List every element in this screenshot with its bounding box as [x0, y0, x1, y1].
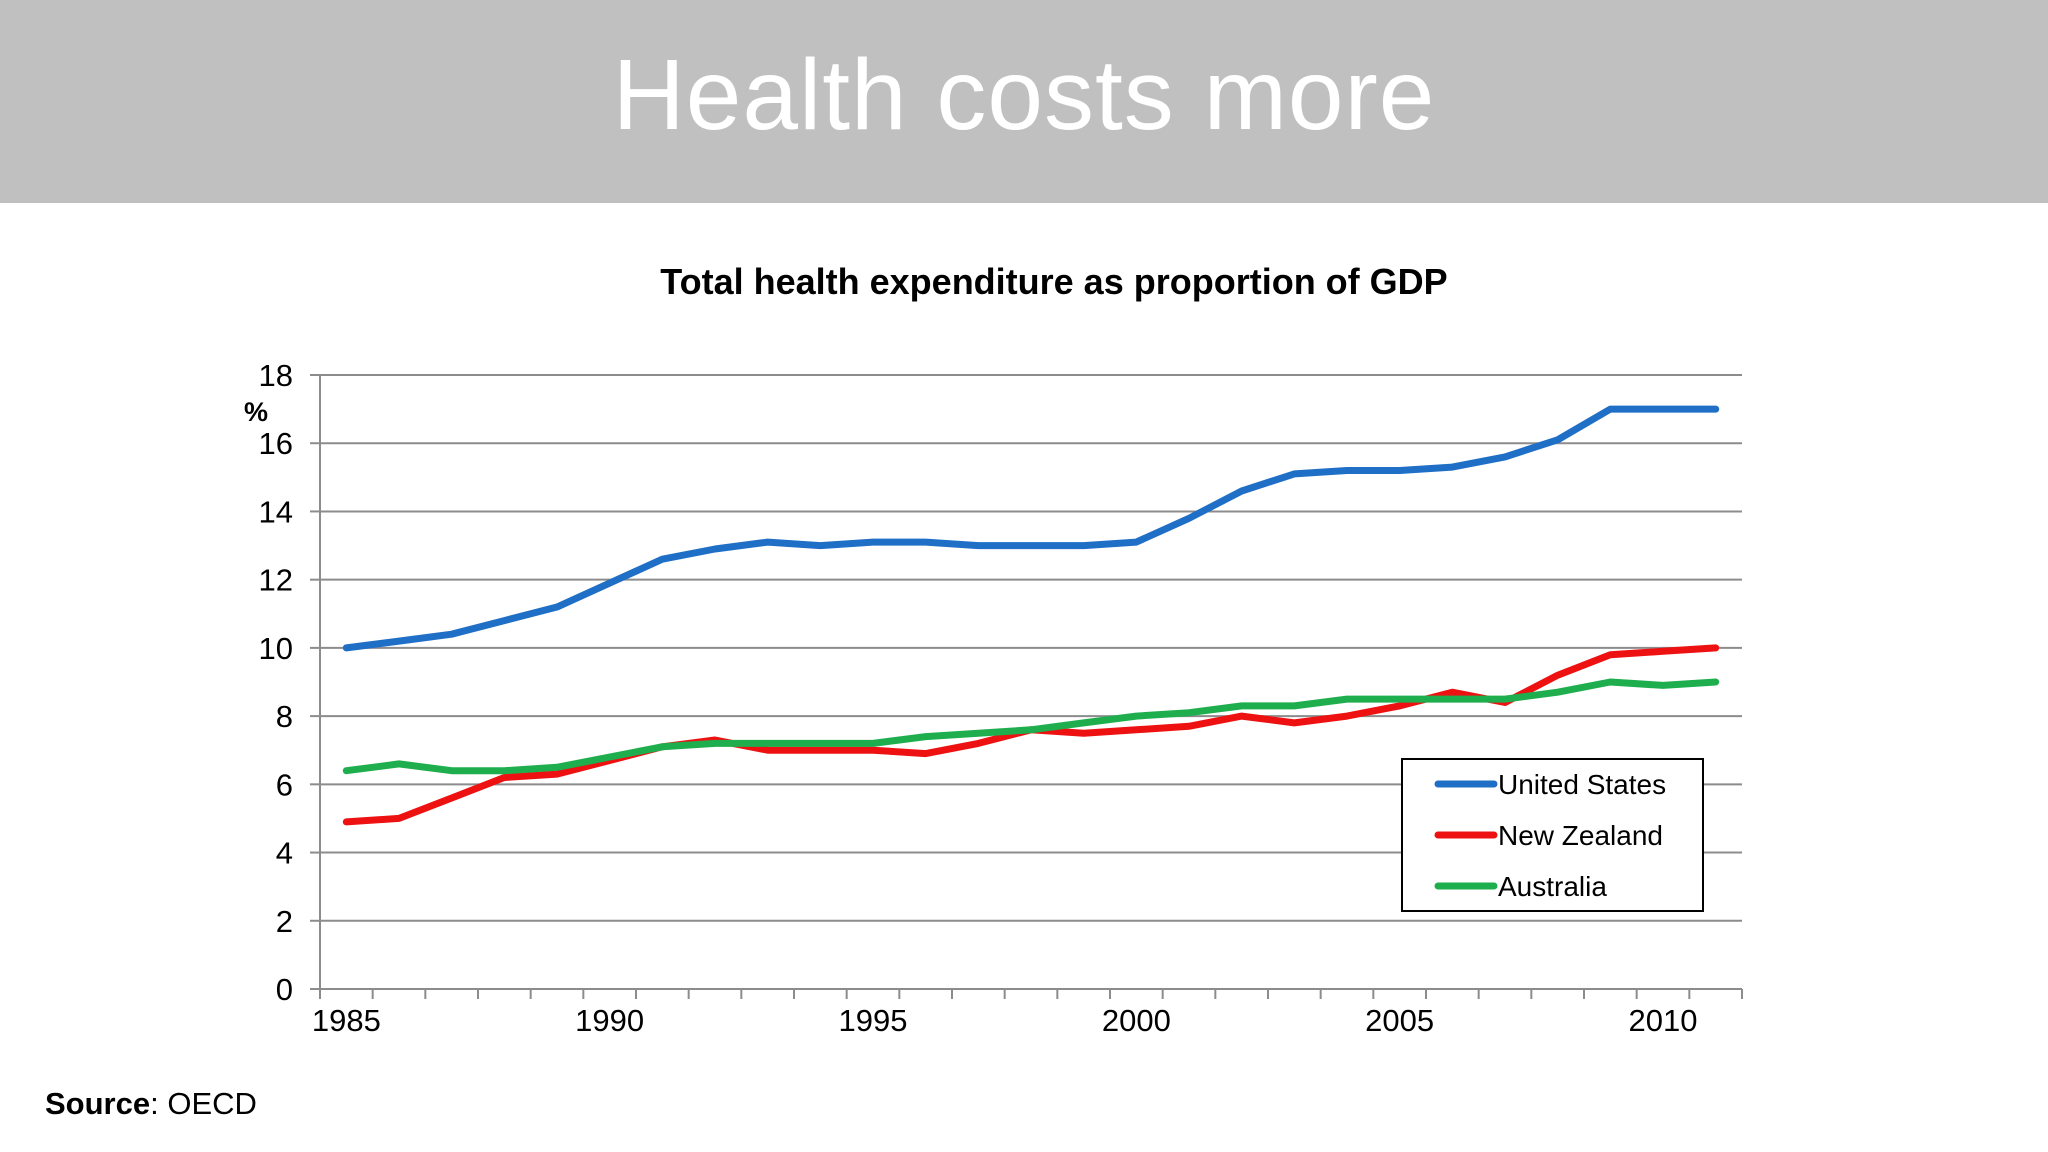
y-tick-label: 14: [259, 494, 293, 529]
y-tick-label: 6: [276, 767, 293, 802]
x-tick-label: 2000: [1102, 1003, 1171, 1038]
y-tick-label: 0: [276, 972, 293, 1007]
axes: 0 2 4 6 8 10 12 14 16 18 1985 1990 1995 2000 2005 2010: [259, 358, 1743, 1038]
y-tick-label: 8: [276, 699, 293, 734]
series-line-australia: [342, 678, 1720, 775]
x-tick-label: 2005: [1365, 1003, 1434, 1038]
y-tick-label: 2: [276, 904, 293, 939]
legend-label: Australia: [1498, 871, 1607, 902]
legend-label: United States: [1498, 769, 1666, 800]
y-tick-label: 16: [259, 426, 293, 461]
x-tick-label: 1985: [312, 1003, 381, 1038]
source-note: Source: OECD: [45, 1086, 257, 1121]
chart-title: Total health expenditure as proportion o…: [660, 261, 1447, 302]
x-tick-label: 1990: [575, 1003, 644, 1038]
y-tick-label: 10: [259, 631, 293, 666]
series-lines: [342, 405, 1720, 826]
source-value: OECD: [167, 1086, 257, 1121]
y-tick-label: 4: [276, 836, 293, 871]
series-line-united-states: [342, 405, 1720, 652]
y-tick-label: 18: [259, 358, 293, 393]
source-label: Source: [45, 1086, 151, 1121]
slide-title: Health costs more: [612, 39, 1436, 151]
legend: United States New Zealand Australia: [1401, 758, 1704, 912]
legend-label: New Zealand: [1498, 820, 1663, 851]
x-tick-label: 1995: [839, 1003, 908, 1038]
x-tick-label: 2010: [1629, 1003, 1698, 1038]
gridlines: [320, 374, 1742, 922]
y-axis-unit-label: %: [244, 397, 268, 427]
title-banner: Health costs more: [0, 0, 2048, 203]
y-tick-label: 12: [259, 563, 293, 598]
